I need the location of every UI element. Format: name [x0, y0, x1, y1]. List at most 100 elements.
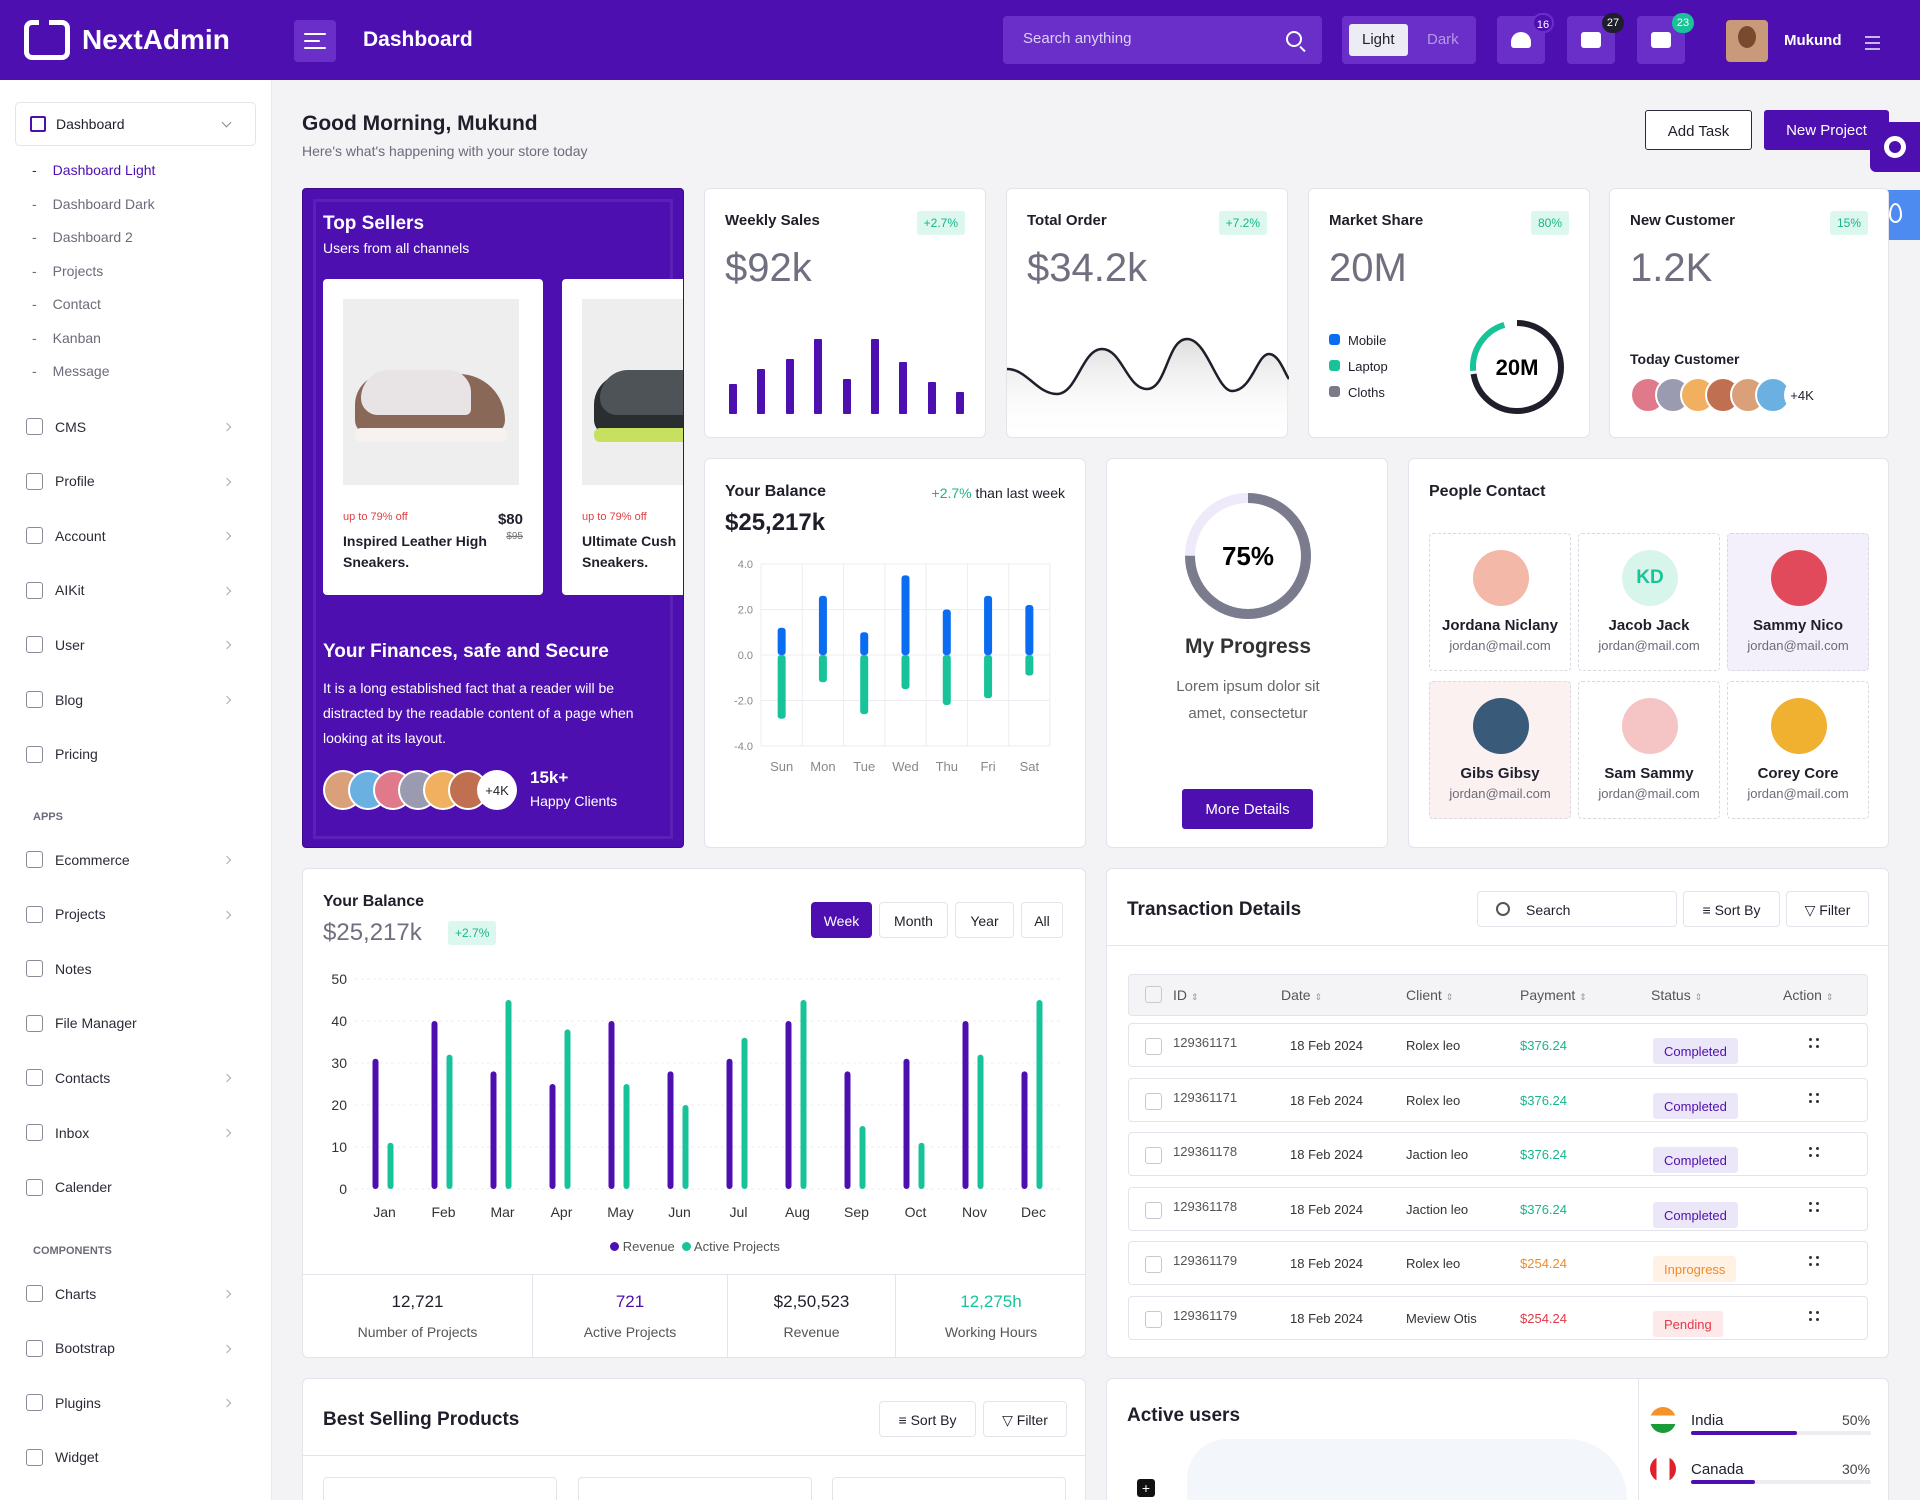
- period-tab[interactable]: Month: [879, 902, 948, 938]
- theme-switch[interactable]: Light Dark: [1342, 16, 1476, 64]
- column-header[interactable]: Status ⇕: [1651, 987, 1702, 1003]
- select-all-checkbox[interactable]: [1145, 986, 1162, 1003]
- more-details-button[interactable]: More Details: [1182, 789, 1313, 829]
- brand-logo[interactable]: NextAdmin: [24, 20, 230, 60]
- table-row[interactable]: 129361179 18 Feb 2024 Rolex leo $254.24 Inpr…: [1128, 1241, 1868, 1286]
- country-progress-fill: [1691, 1480, 1755, 1484]
- sidebar-item[interactable]: Inbox: [26, 1124, 89, 1141]
- hamburger-icon[interactable]: [1865, 36, 1880, 54]
- contact-card[interactable]: Jordana Niclany jordan@mail.com: [1429, 533, 1571, 671]
- theme-light-option[interactable]: Light: [1349, 24, 1408, 56]
- submenu-item[interactable]: Dashboard Dark: [32, 196, 155, 212]
- user-name[interactable]: Mukund: [1784, 32, 1842, 49]
- global-search-input[interactable]: Search anything: [1003, 16, 1322, 64]
- contact-card[interactable]: Corey Core jordan@mail.com: [1727, 681, 1869, 819]
- table-row[interactable]: 129361171 18 Feb 2024 Rolex leo $376.24 Comp…: [1128, 1023, 1868, 1067]
- product-card[interactable]: up to 79% off $80 $95 Inspired Leather H…: [323, 279, 543, 595]
- sidebar-item-dashboard[interactable]: Dashboard: [15, 102, 256, 146]
- contact-card[interactable]: Sam Sammy jordan@mail.com: [1578, 681, 1720, 819]
- sidebar-item[interactable]: Plugins: [26, 1394, 101, 1412]
- filter-icon: ▽: [1002, 1412, 1013, 1428]
- filter-button[interactable]: ▽ Filter: [1786, 891, 1869, 927]
- map-zoom-in-button[interactable]: +: [1137, 1479, 1155, 1497]
- row-checkbox[interactable]: [1145, 1201, 1162, 1219]
- revenue-bar: [372, 1058, 379, 1189]
- sort-by-button[interactable]: ≡ Sort By: [1683, 891, 1780, 927]
- menu-toggle-button[interactable]: [294, 20, 336, 62]
- row-action-icon[interactable]: [1809, 1311, 1821, 1323]
- sort-by-button[interactable]: ≡ Sort By: [879, 1401, 976, 1437]
- row-checkbox[interactable]: [1145, 1147, 1162, 1165]
- sidebar-item[interactable]: Pricing: [26, 745, 98, 763]
- sidebar-item[interactable]: Blog: [26, 691, 83, 708]
- market-donut: 20M: [1470, 320, 1564, 414]
- sidebar-item[interactable]: User: [26, 636, 85, 654]
- user-avatar[interactable]: [1726, 20, 1768, 62]
- period-tab[interactable]: All: [1021, 902, 1063, 938]
- sidebar-item[interactable]: File Manager: [26, 1014, 137, 1032]
- submenu-item[interactable]: Dashboard Light: [32, 162, 156, 178]
- add-task-button[interactable]: Add Task: [1645, 110, 1752, 150]
- new-project-button[interactable]: New Project: [1764, 110, 1889, 150]
- column-header[interactable]: Payment ⇕: [1520, 987, 1587, 1003]
- filter-button[interactable]: ▽ Filter: [983, 1401, 1067, 1437]
- submenu-item[interactable]: Contact: [32, 296, 101, 312]
- table-row[interactable]: 129361178 18 Feb 2024 Jaction leo $376.24 Co…: [1128, 1132, 1868, 1177]
- period-tab[interactable]: Week: [811, 902, 872, 938]
- table-row[interactable]: 129361179 18 Feb 2024 Meview Otis $254.24 Pe…: [1128, 1296, 1868, 1340]
- theme-dark-option[interactable]: Dark: [1427, 31, 1459, 48]
- row-checkbox[interactable]: [1145, 1038, 1162, 1055]
- sidebar-item[interactable]: Calender: [26, 1178, 112, 1196]
- sort-arrows-icon: ⇕: [1579, 992, 1587, 1002]
- balance-bar-positive: [777, 627, 786, 655]
- settings-button[interactable]: [1870, 122, 1920, 172]
- sidebar-item[interactable]: AIKit: [26, 581, 85, 599]
- row-checkbox[interactable]: [1145, 1092, 1162, 1110]
- contact-card[interactable]: Gibs Gibsy jordan@mail.com: [1429, 681, 1571, 819]
- sidebar-item[interactable]: Bootstrap: [26, 1339, 115, 1357]
- table-row[interactable]: 129361171 18 Feb 2024 Rolex leo $376.24 Comp…: [1128, 1077, 1868, 1122]
- row-checkbox[interactable]: [1145, 1256, 1162, 1274]
- row-action-icon[interactable]: [1809, 1256, 1821, 1268]
- submenu-item[interactable]: Kanban: [32, 330, 101, 346]
- row-action-icon[interactable]: [1809, 1201, 1821, 1214]
- calendar-button[interactable]: 23: [1637, 13, 1694, 64]
- row-checkbox[interactable]: [1145, 1311, 1162, 1328]
- sidebar-item[interactable]: Projects: [26, 905, 106, 923]
- column-header[interactable]: ID ⇕: [1173, 987, 1199, 1003]
- submenu-item[interactable]: Message: [32, 363, 110, 379]
- sidebar-item[interactable]: Profile: [26, 472, 95, 490]
- sidebar-item[interactable]: Notes: [26, 960, 92, 978]
- product-tile[interactable]: [323, 1477, 557, 1500]
- sidebar-item-label: AIKit: [55, 582, 85, 599]
- column-header[interactable]: Action ⇕: [1783, 987, 1833, 1003]
- transactions-search-input[interactable]: Search: [1477, 891, 1677, 927]
- submenu-item[interactable]: Projects: [32, 263, 104, 279]
- search-icon[interactable]: [1286, 31, 1302, 47]
- row-action-icon[interactable]: [1809, 1147, 1821, 1159]
- messages-button[interactable]: 27: [1567, 13, 1624, 64]
- row-action-icon[interactable]: [1809, 1038, 1821, 1050]
- logo-icon: [24, 20, 70, 60]
- contact-card[interactable]: Sammy Nico jordan@mail.com: [1727, 533, 1869, 671]
- sidebar-item[interactable]: Contacts: [26, 1069, 110, 1087]
- column-header[interactable]: Date ⇕: [1281, 987, 1322, 1003]
- sidebar-item[interactable]: Ecommerce: [26, 851, 130, 868]
- table-row[interactable]: 129361178 18 Feb 2024 Jaction leo $376.24 Co…: [1128, 1186, 1868, 1231]
- product-tile[interactable]: [832, 1477, 1066, 1500]
- column-header[interactable]: Client ⇕: [1406, 987, 1453, 1003]
- gear-icon: [1884, 136, 1906, 158]
- sidebar-item[interactable]: CMS: [26, 418, 86, 435]
- notifications-button[interactable]: 16: [1497, 13, 1554, 64]
- product-card[interactable]: up to 79% off Ultimate Cush Sneakers.: [562, 279, 683, 595]
- row-id: 129361171: [1173, 1089, 1238, 1105]
- product-tile[interactable]: [578, 1477, 812, 1500]
- sidebar-item[interactable]: Widget: [26, 1448, 99, 1466]
- row-action-icon[interactable]: [1809, 1092, 1821, 1105]
- contact-card[interactable]: KD Jacob Jack jordan@mail.com: [1578, 533, 1720, 671]
- period-tab[interactable]: Year: [955, 902, 1014, 938]
- sidebar-item[interactable]: Account: [26, 527, 106, 545]
- sidebar-item[interactable]: Charts: [26, 1285, 96, 1302]
- clients-label: Happy Clients: [530, 793, 618, 809]
- submenu-item[interactable]: Dashboard 2: [32, 229, 133, 245]
